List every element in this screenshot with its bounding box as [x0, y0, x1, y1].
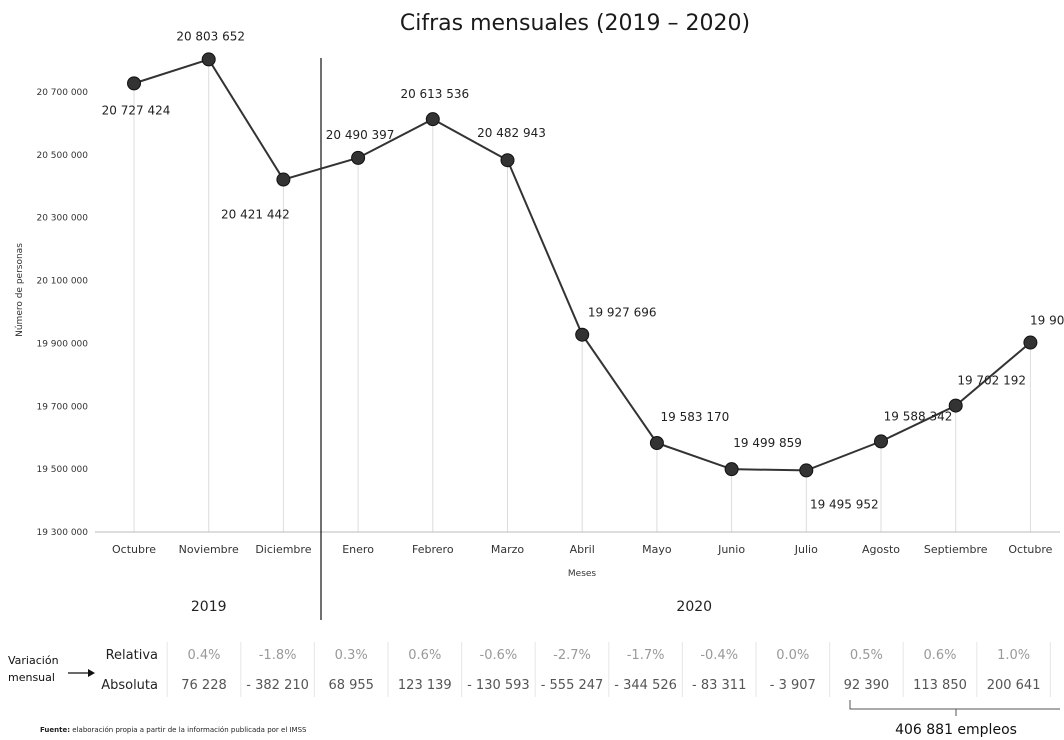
relative-value: -2.7%	[553, 648, 591, 663]
relative-value: -1.7%	[627, 648, 665, 663]
vertical-gridlines	[133, 59, 1031, 532]
data-label: 20 490 397	[326, 128, 395, 142]
variation-separators	[166, 642, 1051, 697]
x-tick-label: Diciembre	[255, 543, 311, 556]
chart-title: Cifras mensuales (2019 – 2020)	[400, 11, 750, 36]
variation-title-line1: Variación	[8, 654, 59, 667]
x-tick-label: Octubre	[1008, 543, 1052, 556]
x-axis-title: Meses	[568, 569, 597, 579]
y-tick-label: 20 100 000	[36, 277, 88, 287]
y-tick-label: 20 300 000	[36, 214, 88, 224]
absolute-values: 76 228 - 382 210 68 955 123 139 - 130 593 - 5…	[181, 678, 1040, 693]
year-label: 2020	[676, 599, 712, 615]
data-point	[276, 172, 291, 187]
y-axis-ticks: 19 300 000 19 500 000 19 700 000 19 900 000…	[36, 88, 88, 538]
data-point	[948, 398, 963, 413]
source-text: elaboración propia a partir de la inform…	[70, 726, 307, 734]
year-label: 2019	[191, 599, 227, 615]
data-label: 19 495 952	[810, 497, 879, 511]
variation-title-line2: mensual	[8, 671, 55, 684]
source-bold: Fuente:	[40, 726, 70, 734]
x-axis-ticks: Octubre Noviembre Diciembre Enero Febrero Mar…	[112, 543, 1053, 556]
data-label: 20 727 424	[102, 103, 171, 117]
y-tick-label: 19 900 000	[36, 339, 88, 349]
absolute-value: 68 955	[328, 678, 374, 693]
relative-values: 0.4% -1.8% 0.3% 0.6% -0.6% -2.7% -1.7% -0.4% 0.0…	[187, 648, 1030, 663]
relative-row-label: Relativa	[106, 648, 158, 663]
relative-value: -1.8%	[259, 648, 297, 663]
data-label: 19 902 833	[1030, 314, 1064, 328]
data-point	[201, 52, 216, 67]
y-axis-title: Número de personas	[15, 243, 25, 337]
x-tick-label: Febrero	[412, 543, 454, 556]
data-point	[1023, 335, 1038, 350]
x-tick-label: Julio	[794, 543, 818, 556]
absolute-value: - 83 311	[692, 678, 746, 693]
relative-value: 0.0%	[776, 648, 809, 663]
absolute-value: 123 139	[398, 678, 452, 693]
relative-value: -0.6%	[480, 648, 518, 663]
relative-value: 0.6%	[923, 648, 956, 663]
data-point	[874, 434, 888, 449]
x-tick-label: Septiembre	[924, 543, 988, 556]
data-label: 19 702 192	[957, 374, 1026, 388]
absolute-value: - 130 593	[467, 678, 530, 693]
data-label: 19 927 696	[588, 306, 657, 320]
x-tick-label: Enero	[342, 543, 374, 556]
data-label: 20 482 943	[477, 126, 546, 140]
x-tick-label: Junio	[717, 543, 745, 556]
absolute-row-label: Absoluta	[101, 678, 158, 693]
y-tick-label: 19 500 000	[36, 465, 88, 475]
absolute-value: - 3 907	[770, 678, 816, 693]
x-tick-label: Agosto	[862, 543, 900, 556]
relative-value: 1.0%	[997, 648, 1030, 663]
relative-value: 0.3%	[335, 648, 368, 663]
absolute-value: - 382 210	[246, 678, 309, 693]
data-point	[724, 462, 739, 477]
data-point	[799, 463, 814, 478]
relative-value: 0.4%	[187, 648, 220, 663]
y-tick-label: 19 300 000	[36, 528, 88, 538]
data-point	[425, 112, 440, 127]
data-label: 19 499 859	[733, 436, 802, 450]
y-tick-label: 19 700 000	[36, 402, 88, 412]
absolute-value: - 344 526	[614, 678, 677, 693]
data-point	[351, 150, 366, 165]
arrow-icon	[68, 669, 95, 677]
relative-value: -0.4%	[700, 648, 738, 663]
data-label: 20 613 536	[400, 87, 469, 101]
absolute-value: 92 390	[844, 678, 890, 693]
bracket	[849, 700, 1060, 710]
data-label: 19 588 342	[884, 409, 953, 423]
data-label: 20 421 442	[221, 208, 290, 222]
absolute-value: 76 228	[181, 678, 227, 693]
data-label: 19 583 170	[661, 410, 730, 424]
source-note: Fuente: elaboración propia a partir de l…	[40, 726, 307, 734]
x-tick-label: Octubre	[112, 543, 156, 556]
x-tick-label: Marzo	[491, 543, 525, 556]
x-tick-label: Abril	[570, 543, 595, 556]
relative-value: 0.5%	[850, 648, 883, 663]
data-point	[500, 153, 515, 168]
y-tick-label: 20 500 000	[36, 151, 88, 161]
x-tick-label: Noviembre	[179, 543, 239, 556]
data-label: 20 803 652	[176, 29, 245, 43]
absolute-value: 113 850	[913, 678, 967, 693]
data-point	[575, 327, 590, 342]
x-tick-label: Mayo	[642, 543, 672, 556]
data-point	[127, 76, 141, 91]
data-points	[127, 52, 1038, 478]
absolute-value: 200 641	[987, 678, 1041, 693]
bracket-label: 406 881 empleos	[895, 722, 1017, 738]
absolute-value: - 555 247	[541, 678, 604, 693]
data-labels: 20 727 424 20 803 652 20 421 442 20 490 397…	[102, 29, 1064, 511]
data-point	[649, 436, 664, 451]
y-tick-label: 20 700 000	[36, 88, 88, 98]
year-labels: 2019 2020	[191, 599, 712, 615]
relative-value: 0.6%	[408, 648, 441, 663]
